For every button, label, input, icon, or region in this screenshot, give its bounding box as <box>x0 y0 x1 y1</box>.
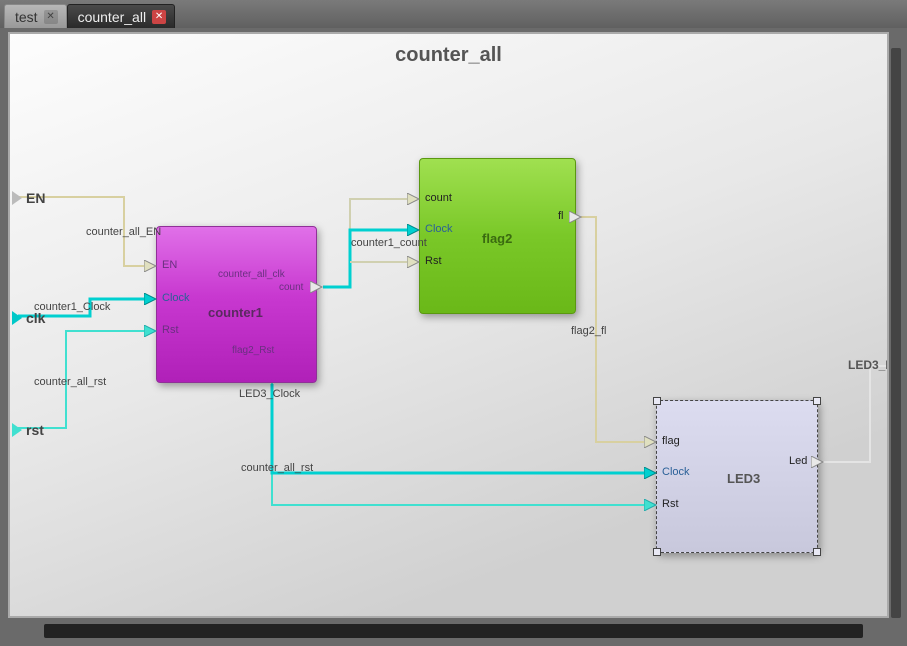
tab-test[interactable]: test ✕ <box>4 4 67 28</box>
port-label: Rst <box>662 498 679 510</box>
block-label: flag2 <box>482 231 512 246</box>
selection-handle[interactable] <box>653 548 661 556</box>
port-label: Led <box>789 455 807 467</box>
external-port-en[interactable]: EN <box>12 190 45 206</box>
port-flag2-count[interactable]: count <box>407 193 421 205</box>
port-label: Clock <box>162 292 190 304</box>
port-label: Clock <box>662 466 690 478</box>
tab-counter-all[interactable]: counter_all ✕ <box>67 4 176 28</box>
port-label: EN <box>26 190 45 206</box>
port-label: fl <box>558 210 564 222</box>
net-label: counter_all_rst <box>34 376 106 388</box>
block-flag2[interactable]: flag2 <box>419 158 576 314</box>
net-label: counter_all_rst <box>241 462 313 474</box>
canvas-area: counter_all EN clk rst LED3_L counter1 c… <box>4 28 903 642</box>
external-port-rst[interactable]: rst <box>12 422 44 438</box>
selection-handle[interactable] <box>653 397 661 405</box>
port-led3-flag[interactable]: flag <box>644 436 658 448</box>
port-label: count <box>425 192 452 204</box>
net-label: flag2_Rst <box>232 345 274 356</box>
port-flag2-clock[interactable]: Clock <box>407 224 421 236</box>
close-icon[interactable]: ✕ <box>152 10 166 24</box>
block-label: LED3 <box>727 471 760 486</box>
port-label: Rst <box>162 324 179 336</box>
net-label: counter1_count <box>351 237 427 249</box>
page-title: counter_all <box>10 44 887 67</box>
port-flag2-fl[interactable]: fl <box>569 211 583 223</box>
horizontal-scrollbar[interactable] <box>44 624 863 638</box>
port-label: Clock <box>425 223 453 235</box>
vertical-scrollbar[interactable] <box>891 48 901 618</box>
net-label: counter_all_EN <box>86 226 161 238</box>
port-led3-clock[interactable]: Clock <box>644 467 658 479</box>
port-flag2-rst[interactable]: Rst <box>407 256 421 268</box>
diagram-canvas[interactable]: counter_all EN clk rst LED3_L counter1 c… <box>8 32 889 618</box>
port-label: LED3_L <box>848 358 889 372</box>
net-label: counter1_Clock <box>34 301 110 313</box>
tab-bar: test ✕ counter_all ✕ <box>0 0 907 28</box>
port-label: flag <box>662 435 680 447</box>
tab-label: counter_all <box>78 9 147 25</box>
port-label: EN <box>162 259 177 271</box>
port-label: rst <box>26 422 44 438</box>
port-label: Rst <box>425 255 442 267</box>
net-label: count <box>279 282 303 293</box>
port-counter1-en[interactable]: EN <box>144 260 158 272</box>
port-led3-rst[interactable]: Rst <box>644 499 658 511</box>
tab-label: test <box>15 9 38 25</box>
selection-handle[interactable] <box>813 548 821 556</box>
net-label: LED3_Clock <box>239 388 300 400</box>
external-port-led3l[interactable]: LED3_L <box>848 358 889 372</box>
close-icon[interactable]: ✕ <box>44 10 58 24</box>
net-label: counter_all_clk <box>218 269 285 280</box>
selection-handle[interactable] <box>813 397 821 405</box>
block-counter1[interactable]: counter1 counter_all_clk count flag2_Rst <box>156 226 317 383</box>
block-label: counter1 <box>208 305 263 320</box>
port-counter1-clock[interactable]: Clock <box>144 293 158 305</box>
port-counter1-count[interactable] <box>310 281 324 293</box>
port-counter1-rst[interactable]: Rst <box>144 325 158 337</box>
port-led3-led[interactable]: Led <box>811 456 825 468</box>
net-label: flag2_fl <box>571 325 606 337</box>
